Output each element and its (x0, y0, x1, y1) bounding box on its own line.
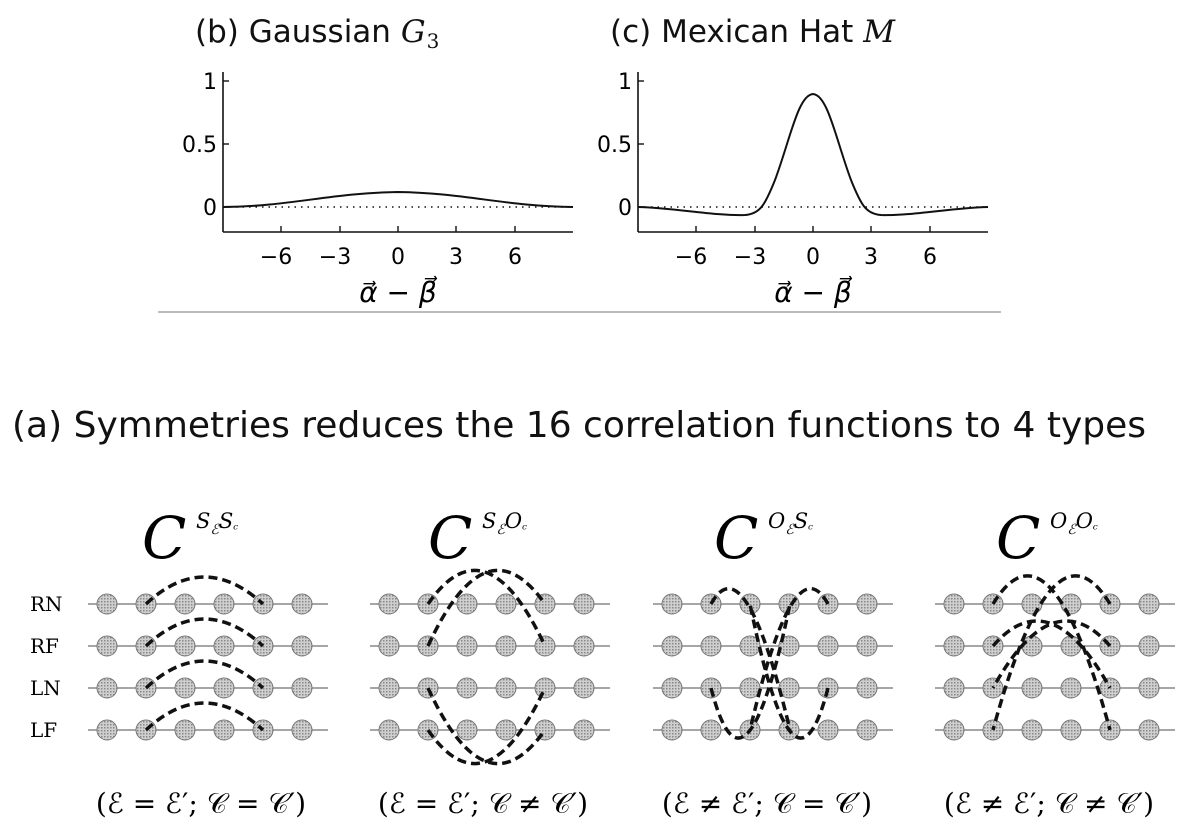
row-label-rf: RF (30, 634, 59, 658)
panel-b-xtick-3: 3 (449, 245, 463, 270)
panel-c-xtick-neg3: −3 (734, 245, 766, 270)
panel-c-xtick-3: 3 (864, 245, 878, 270)
group-so-C: C (428, 504, 472, 572)
panel-c-ytick-0: 0 (618, 196, 632, 221)
panel-b-xlabel: α⃗ − β⃗ (359, 275, 438, 309)
panel-c-title-prefix: (c) Mexican Hat (610, 14, 854, 50)
panel-b-xtick-neg6: −6 (260, 245, 292, 270)
group-os-C: C (714, 504, 758, 572)
panel-divider (158, 311, 1001, 313)
group-so-caption: (ℰ = ℰ′; 𝒞 ≠ 𝒞′) (378, 787, 588, 820)
group-ss-caption: (ℰ = ℰ′; 𝒞 = 𝒞′) (96, 787, 306, 820)
panel-b-title-prefix: (b) Gaussian (195, 14, 391, 50)
panel-c-mexican-hat-curve (637, 92, 989, 217)
group-ss-correlation-arcs (144, 575, 265, 732)
panel-a-header: (a) Symmetries reduces the 16 correlatio… (12, 405, 1147, 446)
panel-a-diagram: RN RF LN LF C SℰSᶜ (ℰ = ℰ′; 𝒞 = 𝒞′) C Sℰ… (30, 504, 1175, 820)
panel-b-ytick-0: 0 (203, 196, 217, 221)
group-ss-superscript: SℰSᶜ (196, 509, 238, 538)
group-so-correlation-arcs (426, 568, 547, 766)
group-os-caption: (ℰ ≠ ℰ′; 𝒞 = 𝒞′) (662, 787, 872, 820)
row-label-lf: LF (30, 718, 57, 742)
panel-c-xtick-neg6: −6 (675, 245, 707, 270)
panel-c-title-symbol: M (863, 14, 895, 50)
panel-c-ytick-0.5: 0.5 (597, 133, 632, 158)
panel-b-xtick-neg3: −3 (319, 245, 351, 270)
panel-b-gaussian-curve (222, 190, 574, 208)
panel-b-xtick-0: 0 (391, 245, 405, 270)
group-oo-correlation-arcs (991, 574, 1112, 731)
group-oo-caption: (ℰ ≠ ℰ′; 𝒞 ≠ 𝒞′) (944, 787, 1154, 820)
group-ss-C: C (142, 504, 186, 572)
group-ss: C SℰSᶜ (ℰ = ℰ′; 𝒞 = 𝒞′) (88, 504, 328, 820)
group-oo-C: C (996, 504, 1040, 572)
panel-b-xtick-6: 6 (508, 245, 522, 270)
group-so: C SℰOᶜ (ℰ = ℰ′; 𝒞 ≠ 𝒞′) (370, 504, 610, 820)
panel-c-xlabel: α⃗ − β⃗ (774, 275, 853, 309)
panel-b-title-symbol: G (400, 14, 426, 50)
panel-c-ytick-1: 1 (618, 70, 632, 95)
group-oo-superscript: OℰOᶜ (1050, 509, 1098, 538)
panel-c-plot: 1 0.5 0 −6 −3 0 3 6 α⃗ − β⃗ (597, 70, 989, 309)
panel-b-title: (b) Gaussian G3 (195, 14, 440, 53)
group-os-superscript: OℰSᶜ (768, 509, 813, 538)
panel-b-plot: 1 0.5 0 −6 −3 0 3 6 α⃗ − β⃗ (182, 70, 574, 309)
panel-c-xtick-6: 6 (923, 245, 937, 270)
panel-c-xtick-0: 0 (806, 245, 820, 270)
group-os: C OℰSᶜ (ℰ ≠ ℰ′; 𝒞 = 𝒞′) (653, 504, 893, 820)
panel-b-title-subscript: 3 (426, 29, 440, 53)
panel-b-ytick-0.5: 0.5 (182, 133, 217, 158)
panel-b-ytick-1: 1 (203, 70, 217, 95)
group-os-correlation-arcs (709, 586, 830, 740)
panel-c-title: (c) Mexican Hat M (610, 14, 895, 50)
row-label-ln: LN (30, 676, 61, 700)
group-oo: C OℰOᶜ (ℰ ≠ ℰ′; 𝒞 ≠ 𝒞′) (935, 504, 1175, 820)
group-so-superscript: SℰOᶜ (482, 509, 527, 538)
row-label-rn: RN (30, 592, 63, 616)
